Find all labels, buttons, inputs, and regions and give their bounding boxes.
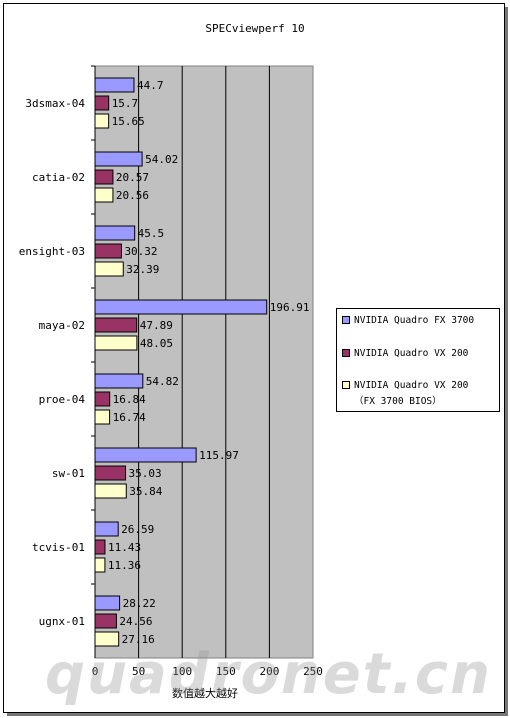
bar <box>94 631 120 647</box>
bar <box>94 151 143 167</box>
bar <box>94 77 135 93</box>
chart-title: SPECviewperf 10 <box>205 22 305 35</box>
data-label: 16.84 <box>113 393 146 406</box>
data-label: 24.56 <box>119 615 152 628</box>
data-label: 35.03 <box>129 467 162 480</box>
bar <box>94 447 197 463</box>
x-tick-label: 250 <box>303 665 323 678</box>
data-label: 48.05 <box>140 337 173 350</box>
data-label: 16.74 <box>113 411 146 424</box>
bar <box>94 225 136 241</box>
data-label: 27.16 <box>122 633 155 646</box>
bar <box>94 113 110 129</box>
category-label: ensight-03 <box>19 245 85 258</box>
legend-swatch-fx3700 <box>342 315 350 324</box>
bar <box>94 465 127 481</box>
data-label: 45.5 <box>138 227 165 240</box>
legend-item-vx200: NVIDIA Quadro VX 200 <box>342 346 468 362</box>
data-label: 11.43 <box>108 541 141 554</box>
bar <box>94 373 144 389</box>
bar <box>94 557 106 573</box>
bar <box>94 95 110 111</box>
data-label: 54.82 <box>146 375 179 388</box>
bar <box>94 521 119 537</box>
data-label: 15.7 <box>112 97 139 110</box>
bar <box>94 187 114 203</box>
legend-label-vx200-bios-sub: （FX 3700 BIOS） <box>354 396 442 407</box>
data-label: 115.97 <box>199 449 239 462</box>
legend-label-vx200-bios: NVIDIA Quadro VX 200 <box>354 380 469 391</box>
bar <box>94 391 111 407</box>
bar <box>94 243 122 259</box>
data-label: 35.84 <box>129 485 162 498</box>
x-tick-label: 50 <box>132 665 145 678</box>
x-tick-label: 150 <box>216 665 236 678</box>
legend-item-fx3700: NVIDIA Quadro FX 3700 <box>342 313 474 329</box>
data-label: 32.39 <box>126 263 159 276</box>
legend-label-vx200: NVIDIA Quadro VX 200 <box>354 348 469 359</box>
legend-item-vx200-bios: NVIDIA Quadro VX 200 <box>342 378 468 394</box>
bar <box>94 613 117 629</box>
x-tick-label: 100 <box>172 665 192 678</box>
frame-shadow-right <box>505 7 508 715</box>
category-label: 3dsmax-04 <box>25 97 85 110</box>
legend-swatch-vx200-bios <box>342 380 350 389</box>
bar <box>94 317 138 333</box>
bar <box>94 595 121 611</box>
category-label: maya-02 <box>39 319 85 332</box>
data-label: 11.36 <box>108 559 141 572</box>
bar <box>94 335 138 351</box>
data-label: 28.22 <box>123 597 156 610</box>
category-label: catia-02 <box>32 171 85 184</box>
data-label: 44.7 <box>137 79 164 92</box>
bar <box>94 539 106 555</box>
x-axis-label: 数值越大越好 <box>172 687 238 700</box>
frame-shadow-bottom <box>7 713 508 716</box>
category-label: proe-04 <box>39 393 86 406</box>
category-label: sw-01 <box>52 467 85 480</box>
bar <box>94 261 124 277</box>
x-tick-label: 200 <box>259 665 279 678</box>
data-label: 54.02 <box>145 153 178 166</box>
bar <box>94 299 268 315</box>
data-label: 26.59 <box>121 523 154 536</box>
data-label: 47.89 <box>140 319 173 332</box>
data-label: 20.57 <box>116 171 149 184</box>
legend-item-vx200-bios-sub: （FX 3700 BIOS） <box>354 394 442 410</box>
data-label: 30.32 <box>124 245 157 258</box>
bar <box>94 169 114 185</box>
data-label: 20.56 <box>116 189 149 202</box>
legend-swatch-vx200 <box>342 348 350 357</box>
bar <box>94 483 127 499</box>
legend: NVIDIA Quadro FX 3700 NVIDIA Quadro VX 2… <box>336 308 500 412</box>
category-label: ugnx-01 <box>39 615 85 628</box>
data-label: 196.91 <box>270 301 310 314</box>
x-tick-label: 0 <box>92 665 99 678</box>
data-label: 15.65 <box>112 115 145 128</box>
category-label: tcvis-01 <box>32 541 85 554</box>
legend-label-fx3700: NVIDIA Quadro FX 3700 <box>354 315 475 326</box>
bar <box>94 409 111 425</box>
